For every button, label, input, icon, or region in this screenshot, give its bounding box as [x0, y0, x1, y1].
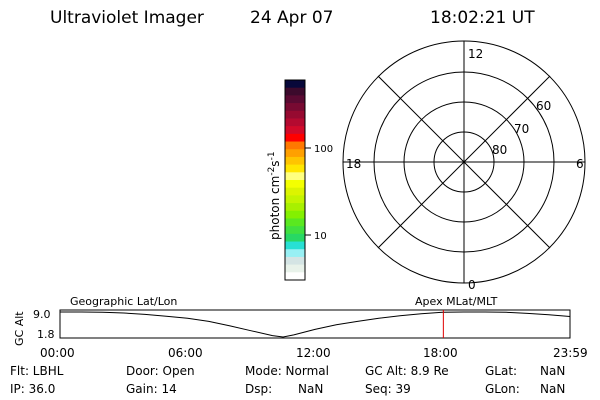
colorbar [285, 80, 305, 281]
time-label: 18:02:21 UT [430, 8, 535, 28]
colorbar-band [285, 187, 305, 196]
gain-status: Gain: 14 [126, 382, 177, 396]
mlt-label-12: 12 [468, 47, 483, 61]
colorbar-band [285, 226, 305, 235]
gc-alt-status: GC Alt: 8.9 Re [365, 364, 449, 378]
colorbar-band [285, 272, 305, 281]
mlt-label-18: 18 [346, 157, 361, 171]
ip-status: IP: 36.0 [10, 382, 56, 396]
y-tick-label: 9.0 [33, 308, 51, 321]
colorbar-band [285, 126, 305, 135]
altitude-plot-frame [59, 309, 571, 339]
colorbar-band [285, 118, 305, 127]
x-tick-label: 06:00 [168, 346, 203, 360]
colorbar-band [285, 103, 305, 112]
door-status: Door: Open [126, 364, 195, 378]
filter-status: Flt: LBHL [10, 364, 64, 378]
polar-grid [342, 40, 586, 284]
dsp-label: Dsp: [245, 382, 273, 396]
colorbar-band [285, 172, 305, 181]
colorbar-tick-label: 100 [314, 144, 333, 155]
mlt-label-0: 0 [468, 278, 476, 292]
colorbar-band [285, 95, 305, 104]
colorbar-band [285, 149, 305, 158]
x-tick-label: 00:00 [40, 346, 75, 360]
lat-label-70: 70 [514, 122, 529, 136]
date-label: 24 Apr 07 [250, 8, 334, 28]
dsp-value: NaN [298, 382, 324, 396]
colorbar-band [285, 249, 305, 258]
lat-label-60: 60 [536, 99, 551, 113]
colorbar-band [285, 141, 305, 150]
colorbar-band [285, 133, 305, 143]
glat-value: NaN [540, 364, 566, 378]
colorbar-band [285, 110, 305, 119]
x-tick-label: 23:59 [553, 346, 588, 360]
mlt-label-6: 6 [576, 157, 584, 171]
instrument-title: Ultraviolet Imager [50, 8, 204, 28]
colorbar-band [285, 218, 305, 227]
altitude-series [60, 310, 571, 338]
mlt-line-diag [377, 75, 551, 249]
glon-label: GLon: [485, 382, 520, 396]
colorbar-label: photon cm-2s-1 [267, 151, 282, 240]
lat-label-80: 80 [492, 143, 507, 157]
colorbar-band [285, 203, 305, 212]
apex-label: Apex MLat/MLT [415, 295, 498, 308]
colorbar-frame [284, 79, 306, 281]
colorbar-band [285, 264, 305, 273]
y-tick-label: 1.8 [37, 328, 55, 341]
glon-value: NaN [540, 382, 566, 396]
gc-alt-line [60, 311, 571, 338]
colorbar-band [285, 180, 305, 189]
colorbar-band [285, 241, 305, 250]
colorbar-band [285, 80, 305, 89]
colorbar-band [285, 156, 305, 166]
colorbar-band [285, 233, 305, 243]
colorbar-tick-label: 10 [314, 231, 327, 242]
colorbar-band [285, 87, 305, 96]
y-axis-label: GC Alt [13, 311, 26, 346]
colorbar-band [285, 164, 305, 173]
glat-label: GLat: [485, 364, 518, 378]
colorbar-band [285, 195, 305, 204]
colorbar-band [285, 210, 305, 219]
colorbar-band [285, 256, 305, 266]
x-tick-label: 18:00 [423, 346, 458, 360]
geographic-label: Geographic Lat/Lon [70, 295, 177, 308]
mode-status: Mode: Normal [245, 364, 329, 378]
seq-status: Seq: 39 [365, 382, 411, 396]
x-tick-label: 12:00 [296, 346, 331, 360]
